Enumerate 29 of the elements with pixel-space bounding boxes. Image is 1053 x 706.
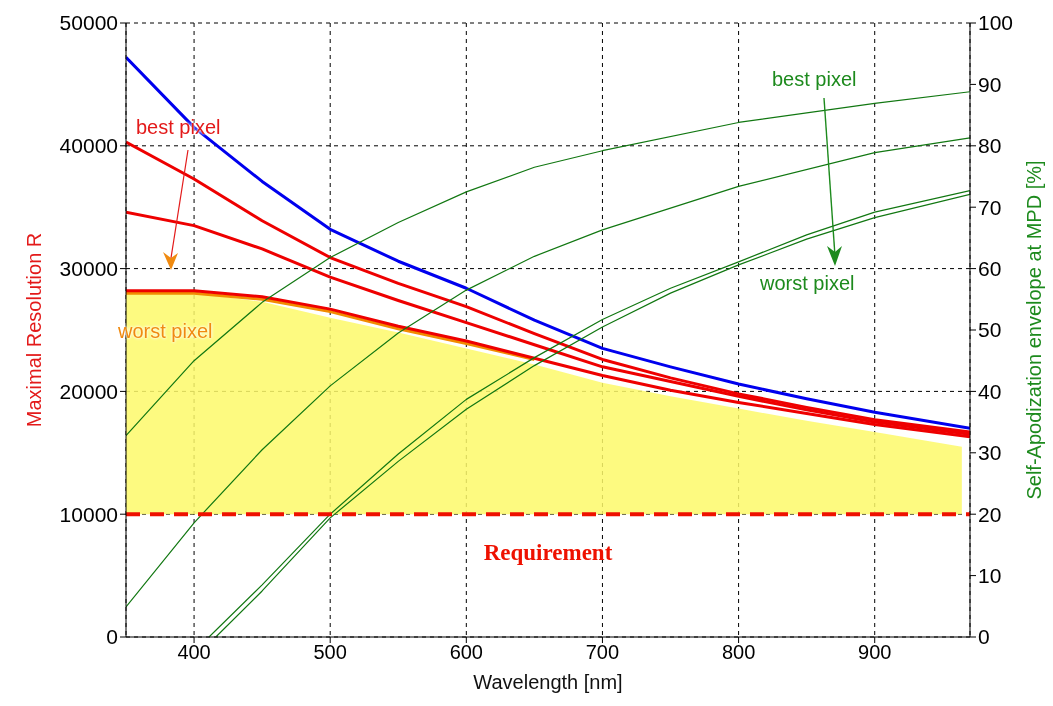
x-tick-label: 400: [177, 641, 211, 664]
annotation: best pixel: [772, 68, 857, 91]
y-tick-label: 50000: [59, 11, 118, 35]
y2-tick-label: 0: [978, 625, 990, 649]
y2-tick-label: 80: [978, 134, 1002, 158]
y-axis-title: Maximal Resolution R: [23, 232, 46, 428]
ref-line-label: Requirement: [483, 540, 613, 566]
y2-tick-label: 20: [978, 502, 1002, 526]
y2-tick-label: 30: [978, 441, 1002, 465]
y-tick-label: 30000: [59, 257, 118, 281]
annotation: worst pixel: [760, 272, 855, 295]
y2-tick-label: 70: [978, 195, 1002, 219]
x-axis-title: Wavelength [nm]: [473, 671, 623, 693]
y-tick-label: 40000: [59, 134, 118, 158]
x-tick-label: 900: [858, 641, 892, 664]
y2-axis-title: Self-Apodization envelope at MPD [%]: [1023, 160, 1046, 500]
y-tick-label: 10000: [59, 502, 118, 526]
y2-tick-label: 50: [978, 318, 1002, 342]
y2-tick-label: 60: [978, 257, 1002, 281]
y2-tick-label: 90: [978, 72, 1002, 96]
y-tick-label: 20000: [59, 379, 118, 403]
y2-tick-label: 10: [978, 564, 1002, 588]
y2-tick-label: 100: [978, 11, 1014, 35]
x-tick-label: 500: [313, 641, 347, 664]
y2-tick-label: 40: [978, 379, 1002, 403]
y-tick-label: 0: [106, 625, 118, 649]
x-tick-label: 800: [721, 641, 756, 664]
x-tick-label: 600: [449, 641, 484, 664]
x-tick-label: 700: [585, 641, 620, 664]
